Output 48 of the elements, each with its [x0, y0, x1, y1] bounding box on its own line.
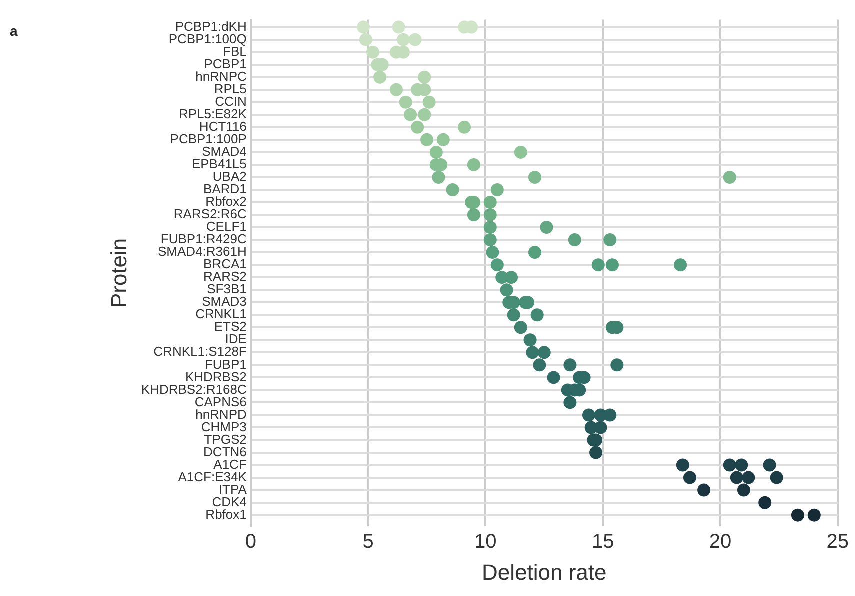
y-tick-label: SMAD3 [202, 294, 247, 310]
y-tick-label: A1CF [214, 456, 247, 472]
x-tick-label: 25 [826, 531, 849, 554]
y-tick-label: PCBP1 [204, 56, 247, 72]
text: a [10, 23, 18, 39]
y-tick-label: PCBP1:100Q [168, 31, 247, 46]
y-tick-label: KHDRBS2 [185, 369, 247, 384]
y-tick-label: RARS2:R6C [174, 206, 247, 222]
y-tick-label: CELF1 [206, 219, 247, 234]
y-tick-label: RPL5:E82K [178, 106, 248, 122]
y-tick-label: RARS2 [204, 269, 247, 284]
y-tick-label: DCTN6 [204, 444, 247, 460]
y-tick-label: PCBP1:dKH [175, 18, 247, 34]
x-tick-label: 20 [709, 531, 732, 554]
y-tick-label: CHMP3 [201, 419, 247, 434]
y-tick-label: CAPNS6 [194, 394, 247, 410]
x-tick-label: 5 [362, 531, 374, 554]
y-tick-label: BARD1 [204, 182, 247, 197]
y-tick-label: FUBP1:R429C [160, 232, 247, 247]
y-tick-label: ITPA [218, 482, 248, 497]
y-tick-label: CDK4 [212, 494, 247, 510]
x-tick-label: 0 [245, 531, 256, 554]
y-tick-label: FUBP1 [204, 356, 247, 372]
y-tick-label: A1CF:E34K [178, 469, 248, 484]
x-tick-label: 10 [474, 531, 497, 554]
y-tick-label: KHDRBS2:R168C [141, 382, 247, 397]
y-tick-label: TPGS2 [204, 432, 247, 447]
y-tick-label: CRNKL1:S128F [154, 344, 247, 360]
x-axis-title: Deletion rate [482, 560, 607, 585]
y-tick-label: IDE [225, 332, 248, 347]
y-tick-label: CCIN [215, 94, 247, 109]
y-tick-label: Rbfox1 [206, 506, 247, 522]
y-tick-label: ETS2 [214, 319, 247, 334]
y-tick-label: RPL5 [214, 81, 247, 96]
y-tick-label: hnRNPC [196, 68, 247, 84]
y-tick-label: SMAD4 [202, 144, 247, 160]
y-tick-label: SF3B1 [207, 282, 247, 297]
y-tick-label: Rbfox2 [206, 194, 247, 210]
y-tick-label: hnRNPD [196, 406, 247, 422]
y-tick-label: SMAD4:R361H [158, 244, 247, 260]
y-tick-label: HCT116 [199, 118, 247, 134]
y-tick-label: BRCA1 [204, 256, 247, 272]
y-axis-title: Protein [106, 238, 132, 308]
y-tick-label: UBA2 [212, 169, 247, 184]
y-tick-label: EPB41L5 [192, 156, 247, 172]
y-tick-label: CRNKL1 [196, 306, 247, 322]
x-tick-label: 15 [592, 531, 614, 554]
y-tick-label: PCBP1:100P [170, 132, 247, 147]
